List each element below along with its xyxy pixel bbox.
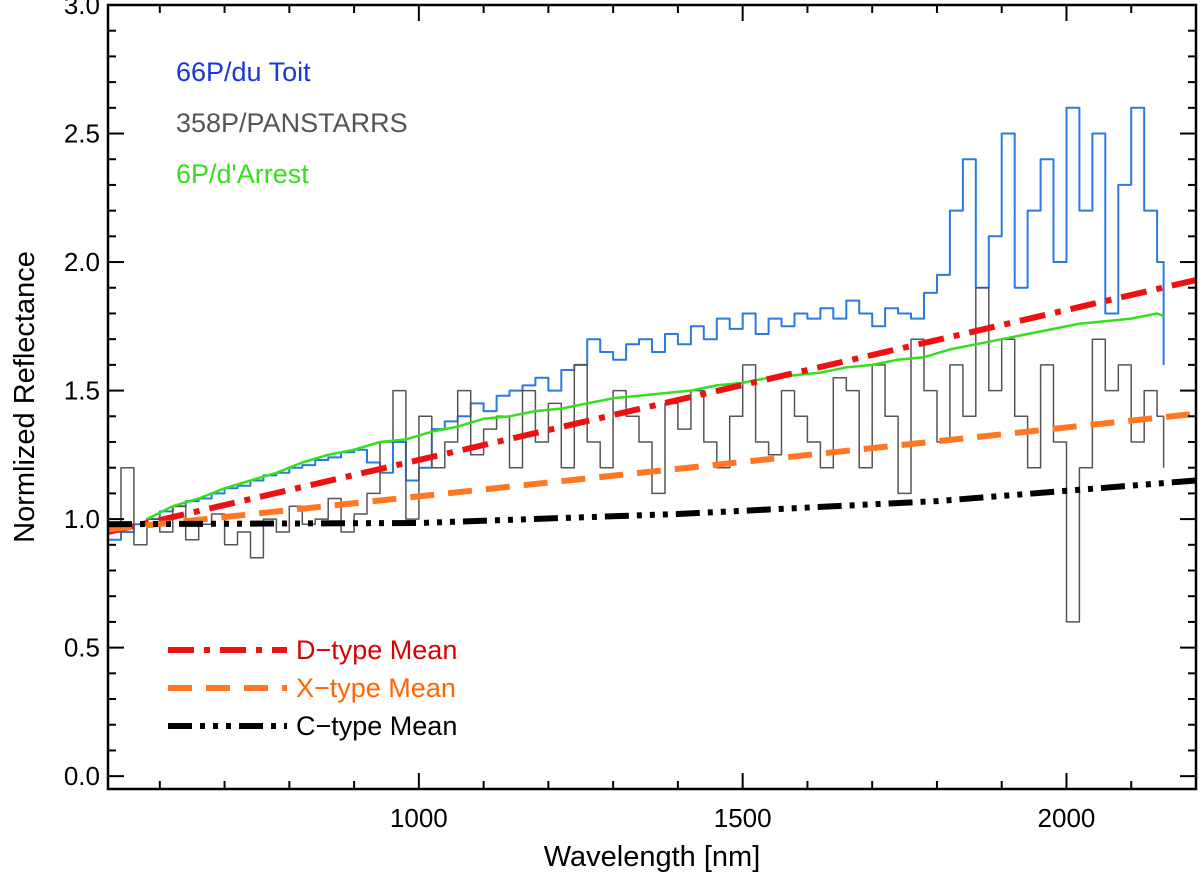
y-tick-label: 2.0 bbox=[64, 247, 100, 277]
series-layer bbox=[108, 106, 1196, 623]
x-axis-title: Wavelength [nm] bbox=[544, 841, 761, 873]
legend-label-66p: 66P/du Toit bbox=[176, 57, 311, 87]
x-tick-label: 1000 bbox=[390, 803, 448, 833]
y-tick-label: 1.5 bbox=[64, 376, 100, 406]
series-line-x-type-mean bbox=[108, 410, 1196, 533]
series-line-66p-du-toit bbox=[108, 106, 1165, 541]
series-line-358p-panstarrs bbox=[108, 287, 1165, 623]
y-axis-title: Normlized Reflectance bbox=[9, 251, 41, 543]
axes-layer: 1000 1500 2000 0.0 0.5 1.0 1.5 2.0 2.5 3.0 bbox=[64, 0, 1197, 833]
legend-label-6p: 6P/d'Arrest bbox=[176, 159, 309, 189]
legend-top-left: 66P/du Toit 358P/PANSTARRS 6P/d'Arrest bbox=[176, 57, 408, 189]
plot-frame bbox=[106, 3, 1198, 791]
series-line-c-type-mean bbox=[108, 477, 1196, 528]
y-tick-label: 0.0 bbox=[64, 761, 100, 791]
legend-label-x-type: X−type Mean bbox=[296, 673, 456, 703]
legend-label-358p: 358P/PANSTARRS bbox=[176, 108, 408, 138]
y-tick-label: 0.5 bbox=[64, 633, 100, 663]
legend-label-d-type: D−type Mean bbox=[296, 635, 457, 665]
y-tick-label: 1.0 bbox=[64, 504, 100, 534]
x-tick-label: 1500 bbox=[714, 803, 772, 833]
series-line-d-type-mean bbox=[108, 277, 1196, 535]
series-line-6p-d-arrest bbox=[146, 312, 1165, 521]
y-tick-label: 2.5 bbox=[64, 119, 100, 149]
x-tick-label: 2000 bbox=[1038, 803, 1096, 833]
y-tick-label: 3.0 bbox=[64, 0, 100, 20]
legend-bottom-left: D−type Mean X−type Mean C−type Mean bbox=[168, 635, 457, 741]
legend-label-c-type: C−type Mean bbox=[296, 711, 457, 741]
